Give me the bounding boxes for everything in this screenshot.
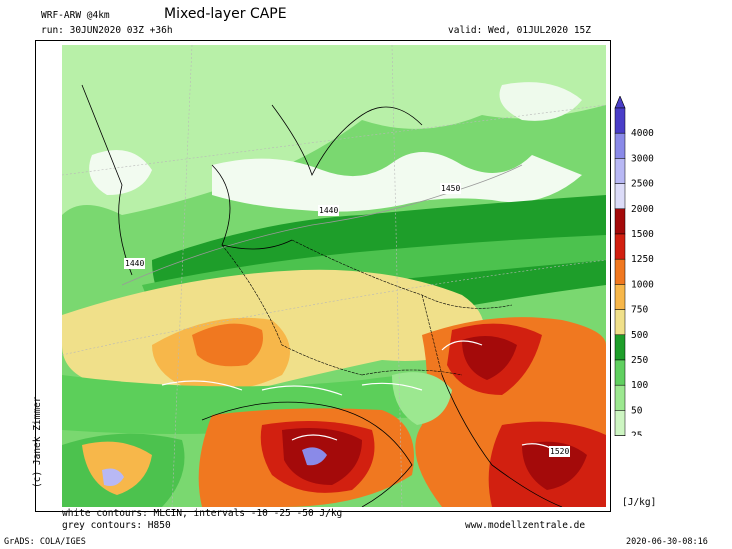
legend-swatch bbox=[614, 334, 626, 361]
legend-unit: [J/kg] bbox=[622, 497, 657, 508]
legend-tick-label: 50 bbox=[631, 405, 643, 416]
grads-label: GrADS: COLA/IGES bbox=[4, 537, 86, 547]
cape-low-north bbox=[62, 45, 606, 215]
legend-tick-label: 250 bbox=[631, 355, 648, 366]
legend-tick-label: 25 bbox=[631, 431, 642, 436]
legend-tick-label: 100 bbox=[631, 380, 648, 391]
valid-label: valid: Wed, 01JUL2020 15Z bbox=[448, 25, 591, 36]
footer-h850-note: grey contours: H850 bbox=[62, 520, 171, 531]
legend-swatch bbox=[614, 309, 626, 336]
legend-swatch bbox=[614, 359, 626, 386]
website-label: www.modellzentrale.de bbox=[465, 520, 586, 531]
legend-swatch bbox=[614, 158, 626, 184]
cape-white-patches bbox=[212, 151, 582, 212]
legend-swatch bbox=[614, 258, 626, 285]
cape-white-patch-nw bbox=[89, 150, 152, 195]
legend-tick-label: 4000 bbox=[631, 128, 654, 139]
legend-swatch bbox=[614, 208, 626, 235]
legend-tick-label: 2500 bbox=[631, 179, 654, 190]
legend-swatch bbox=[614, 284, 626, 310]
model-label: WRF-ARW @4km bbox=[41, 10, 110, 21]
cape-orange-sw bbox=[82, 441, 152, 495]
legend-swatch bbox=[614, 233, 626, 260]
legend-tick-label: 2000 bbox=[631, 204, 654, 215]
cape-darkred-east bbox=[462, 336, 517, 380]
legend-swatch bbox=[614, 132, 626, 159]
legend-swatch bbox=[614, 384, 626, 411]
run-label: run: 30JUN2020 03Z +36h bbox=[41, 25, 173, 36]
map-frame bbox=[35, 40, 611, 512]
contour-label: 1520 bbox=[549, 446, 571, 457]
latlon-grid bbox=[62, 45, 606, 507]
contour-label: 1450 bbox=[440, 183, 462, 194]
legend-swatch bbox=[614, 183, 626, 210]
cape-map bbox=[62, 45, 606, 507]
map-title: Mixed-layer CAPE bbox=[164, 6, 287, 22]
legend-swatch bbox=[614, 107, 626, 134]
legend-tick-label: 750 bbox=[631, 305, 648, 316]
timestamp-label: 2020-06-30-08:16 bbox=[626, 537, 708, 547]
cape-violet-sw bbox=[102, 468, 124, 486]
legend-tick-label: 3000 bbox=[631, 153, 654, 164]
coastlines bbox=[81, 84, 563, 507]
legend-tick-label: 1500 bbox=[631, 229, 654, 240]
legend-tick-label: 1250 bbox=[631, 254, 654, 265]
cape-purple-italy bbox=[302, 447, 327, 466]
footer-mlcin-note: white contours: MLCIN, intervals -10 -25… bbox=[62, 508, 343, 519]
legend-arrow-top bbox=[614, 96, 626, 109]
cape-darkred-balkan bbox=[522, 441, 587, 490]
contour-label: 1440 bbox=[318, 205, 340, 216]
borders bbox=[221, 239, 513, 376]
cape-white-patch-ne bbox=[499, 82, 582, 121]
copyright-label: (c) Janek Zimmer bbox=[32, 396, 43, 488]
contour-label: 1440 bbox=[124, 258, 146, 269]
h850-contour bbox=[121, 164, 523, 286]
color-legend: 4000 3000 2500 2000 1500 1250 1000 750 500 250 100… bbox=[614, 96, 654, 436]
cape-red-west bbox=[192, 323, 263, 367]
mlcin-contours bbox=[161, 340, 563, 456]
legend-tick-label: 1000 bbox=[631, 279, 654, 290]
legend-swatch bbox=[614, 410, 626, 436]
legend-tick-label: 500 bbox=[631, 330, 648, 341]
